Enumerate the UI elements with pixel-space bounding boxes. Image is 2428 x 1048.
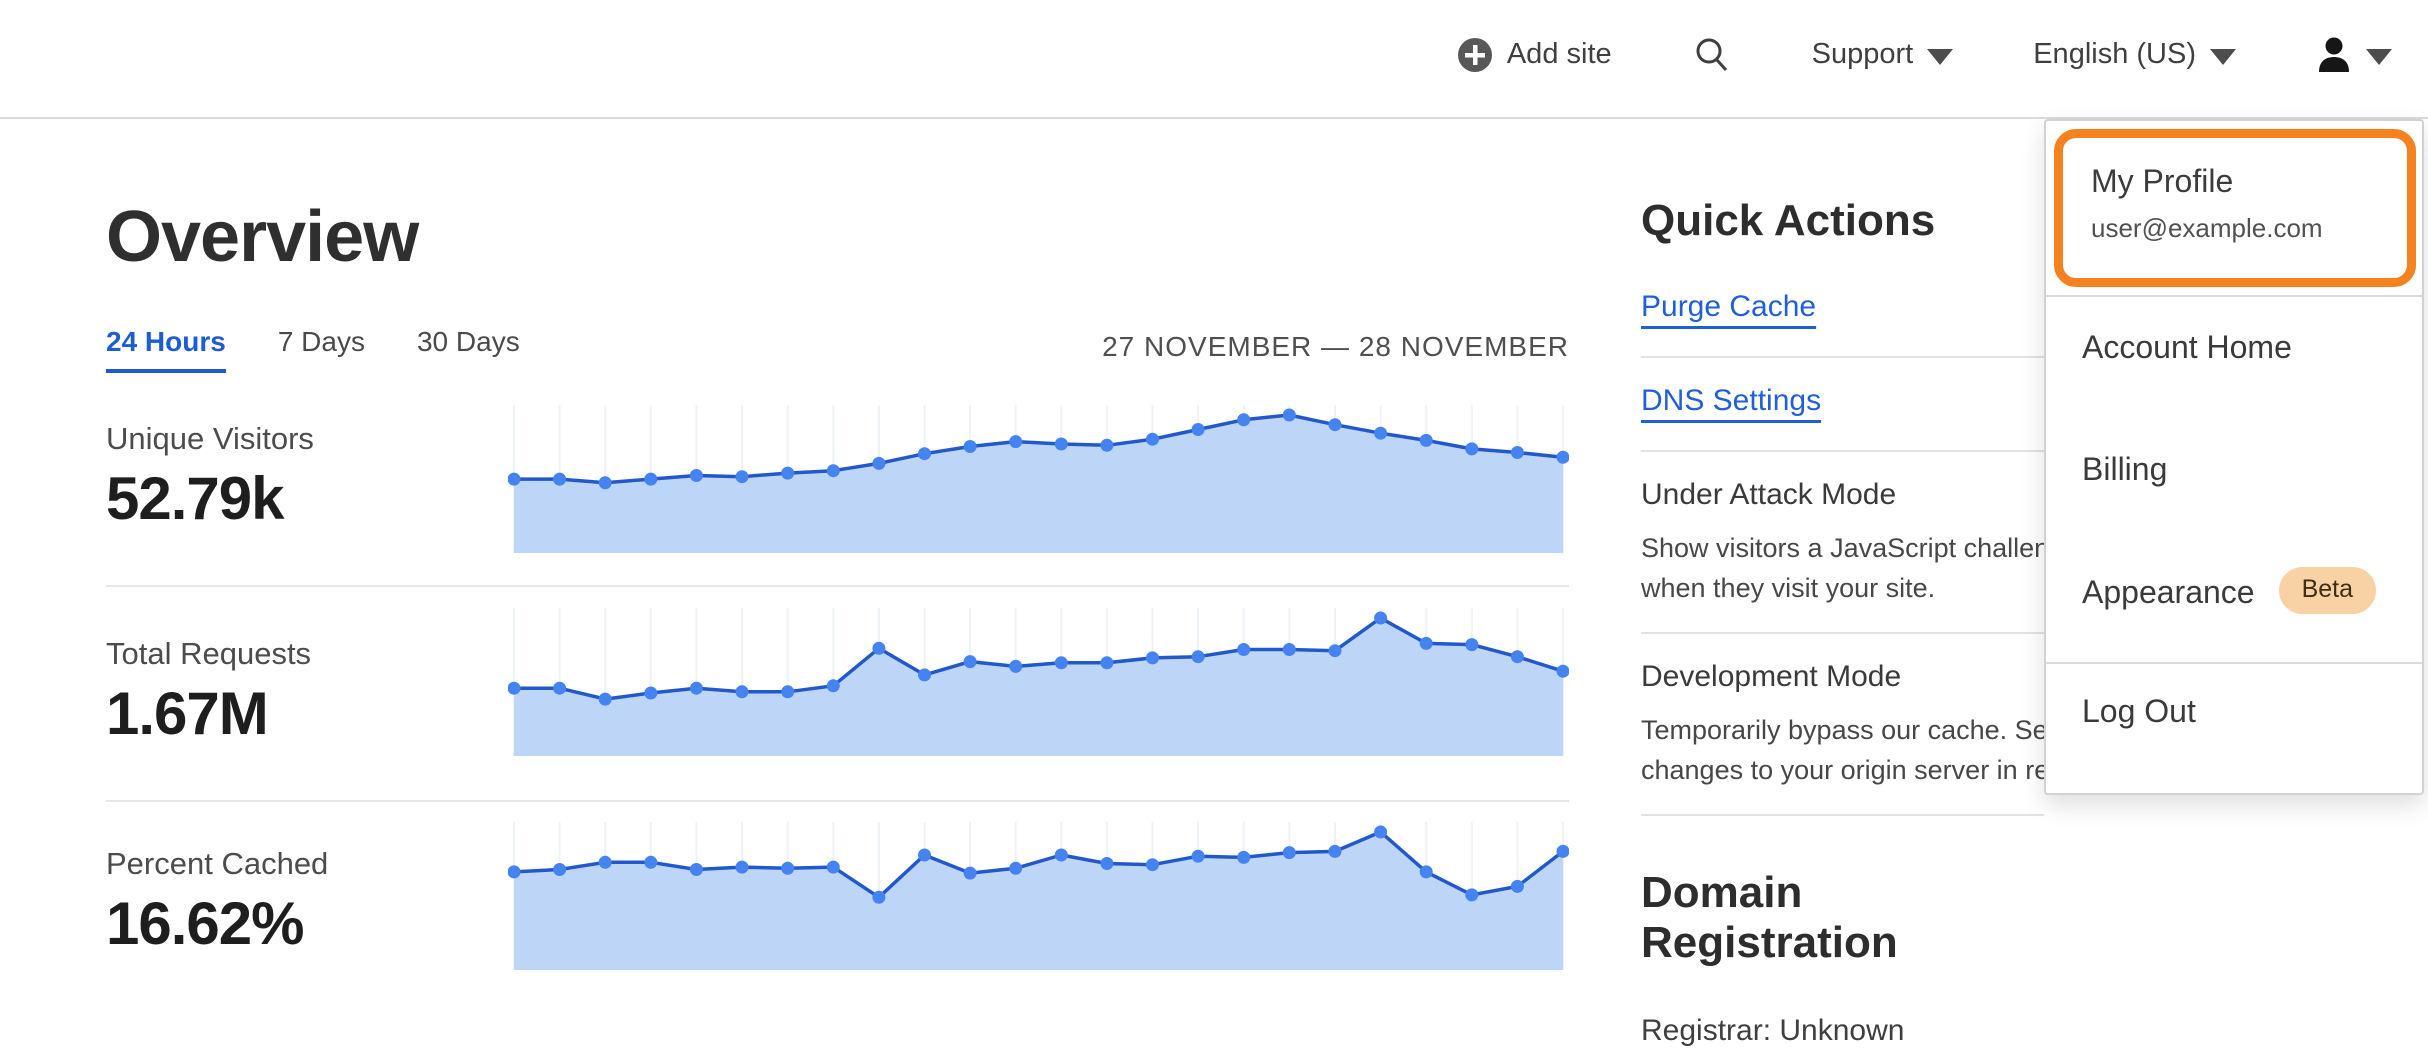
add-plus-icon <box>1457 37 1492 72</box>
unique-visitors-chart[interactable] <box>507 405 1570 553</box>
menu-item-my-profile[interactable]: My Profile user@example.com <box>2054 129 2416 287</box>
under-attack-mode-label[interactable]: Under Attack Mode <box>1641 478 1897 511</box>
support-menu[interactable]: Support <box>1812 38 1954 71</box>
billing-label: Billing <box>2082 451 2168 487</box>
domain-registration-title: Domain Registration <box>1641 868 1898 967</box>
account-dropdown-menu: My Profile user@example.com Account Home… <box>2044 119 2424 795</box>
quick-actions-title: Quick Actions <box>1641 196 1936 245</box>
divider <box>1641 450 2044 452</box>
log-out-label: Log Out <box>2082 693 2196 729</box>
menu-item-appearance[interactable]: Appearance Beta <box>2082 567 2377 616</box>
development-mode-description: changes to your origin server in real ti… <box>1641 755 2044 785</box>
development-mode-description: Temporarily bypass our cache. See <box>1641 715 2044 745</box>
divider <box>1641 814 2044 816</box>
divider <box>1641 356 2044 358</box>
row-divider <box>106 800 1569 802</box>
under-attack-mode-description: when they visit your site. <box>1641 573 1936 603</box>
menu-item-billing[interactable]: Billing <box>2082 451 2167 488</box>
language-menu[interactable]: English (US) <box>2033 38 2236 71</box>
account-home-label: Account Home <box>2082 329 2292 365</box>
divider <box>2046 295 2422 297</box>
tab-30-days[interactable]: 30 Days <box>416 326 520 357</box>
metric-value-percent-cached: 16.62% <box>106 890 304 957</box>
menu-item-log-out[interactable]: Log Out <box>2082 693 2196 730</box>
time-range-tabs: 24 Hours 7 Days 30 Days <box>106 326 520 373</box>
language-label: English (US) <box>2033 38 2196 70</box>
divider <box>2046 662 2422 664</box>
quick-actions-panel: Quick Actions Purge Cache DNS Settings U… <box>1641 196 2044 1048</box>
row-divider <box>106 585 1569 587</box>
metric-label-percent-cached: Percent Cached <box>106 846 329 881</box>
percent-cached-chart[interactable] <box>507 822 1570 970</box>
metric-label-total-requests: Total Requests <box>106 636 312 671</box>
my-profile-label: My Profile <box>2091 163 2234 199</box>
divider <box>1641 632 2044 634</box>
dns-settings-link[interactable]: DNS Settings <box>1641 384 1822 417</box>
menu-item-account-home[interactable]: Account Home <box>2082 329 2292 366</box>
tab-7-days[interactable]: 7 Days <box>277 326 365 357</box>
date-range-label: 27 NOVEMBER — 28 NOVEMBER <box>1102 331 1569 362</box>
development-mode-label[interactable]: Development Mode <box>1641 660 1902 693</box>
metric-label-unique-visitors: Unique Visitors <box>106 421 314 456</box>
registrar-value: Registrar: Unknown <box>1641 1014 1905 1047</box>
user-icon <box>2319 37 2349 72</box>
add-site-label: Add site <box>1506 38 1612 70</box>
chevron-down-icon <box>2366 48 2392 65</box>
add-site-button[interactable]: Add site <box>1457 37 1612 73</box>
metric-value-unique-visitors: 52.79k <box>106 465 285 532</box>
page-title: Overview <box>106 197 419 277</box>
beta-badge: Beta <box>2278 567 2377 614</box>
chevron-down-icon <box>1927 48 1954 65</box>
account-email: user@example.com <box>2091 213 2323 243</box>
metric-value-total-requests: 1.67M <box>106 680 269 747</box>
search-button[interactable] <box>1692 35 1732 75</box>
top-nav: Add site Support English (US) <box>0 0 2428 119</box>
support-label: Support <box>1811 38 1914 70</box>
appearance-label: Appearance <box>2082 574 2255 610</box>
account-menu-button[interactable] <box>2316 36 2392 74</box>
total-requests-chart[interactable] <box>507 608 1570 756</box>
under-attack-mode-description: Show visitors a JavaScript challenge <box>1641 533 2044 563</box>
purge-cache-link[interactable]: Purge Cache <box>1641 290 1817 323</box>
search-icon <box>1696 38 1727 71</box>
tab-24-hours[interactable]: 24 Hours <box>106 326 226 373</box>
chevron-down-icon <box>2210 48 2236 65</box>
